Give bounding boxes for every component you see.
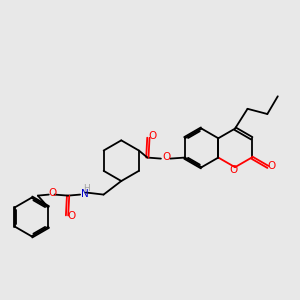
Text: O: O: [162, 152, 170, 162]
Text: O: O: [148, 131, 156, 141]
Text: O: O: [267, 161, 275, 171]
Text: O: O: [49, 188, 57, 198]
Text: O: O: [67, 212, 75, 221]
Text: O: O: [229, 165, 237, 175]
Text: N: N: [81, 188, 88, 199]
Text: H: H: [83, 184, 90, 193]
